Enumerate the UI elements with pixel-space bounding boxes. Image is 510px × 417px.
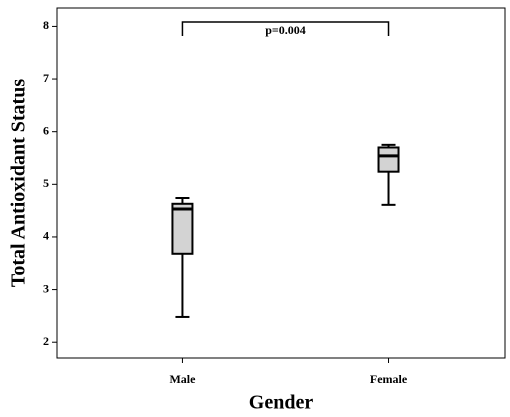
x-tick-label: Male [169,372,196,386]
y-axis-title: Total Antioxidant Status [8,79,30,287]
plot-frame [56,7,506,359]
y-tick-label: 2 [43,334,49,348]
x-tick-label: Female [370,372,408,386]
y-tick-label: 7 [43,71,49,85]
significance-bracket [181,21,390,36]
y-tick-label: 8 [43,18,49,32]
y-tick-label: 6 [43,123,49,137]
box [171,202,194,255]
y-tick-label: 4 [43,229,49,243]
y-tick-label: 5 [43,176,49,190]
annotation: p=0.004 [265,23,306,37]
y-tick-label: 3 [43,281,49,295]
x-axis-title: Gender [249,392,314,414]
box [377,146,400,173]
